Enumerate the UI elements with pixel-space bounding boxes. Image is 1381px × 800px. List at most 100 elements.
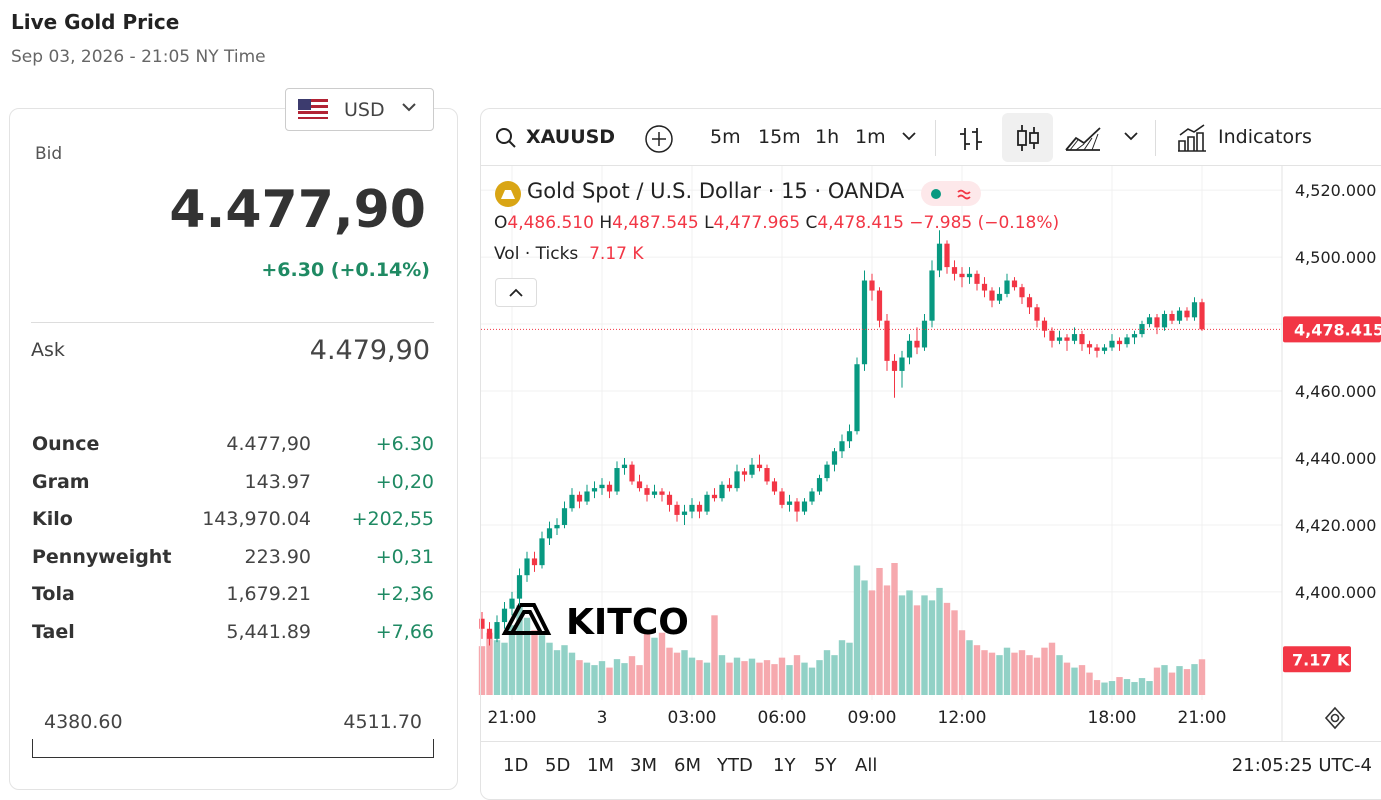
volume-bar (666, 647, 673, 695)
page-title: Live Gold Price (11, 10, 180, 34)
volume-bar (883, 585, 891, 695)
volume-bar (876, 567, 883, 695)
volume-bar (636, 665, 643, 695)
candle-body (989, 290, 995, 301)
volume-bar (486, 632, 493, 695)
range-button[interactable]: 5Y (814, 755, 837, 776)
ohlc: O4,486.510 H4,487.545 L4,477.965 C4,478.… (494, 213, 1059, 233)
candle-body (749, 464, 755, 475)
candle-body (756, 464, 763, 469)
range-button[interactable]: 3M (630, 755, 657, 776)
candle-body (1116, 340, 1123, 345)
candle-body (1154, 317, 1160, 328)
candle-body (1086, 344, 1093, 348)
y-tick-label: 4,460.000 (1295, 382, 1376, 401)
candle-body (944, 243, 950, 268)
candle-body (666, 494, 673, 505)
range-button[interactable]: 6M (674, 755, 701, 776)
volume-bar (1078, 665, 1086, 695)
candle-body (509, 598, 515, 609)
bars-icon[interactable] (955, 124, 987, 154)
candle-body (711, 494, 718, 499)
volume-bar (1198, 659, 1206, 695)
chart-card (480, 108, 1381, 800)
volume-bar (981, 650, 988, 695)
range-button[interactable]: 1D (503, 755, 529, 776)
candle-body (689, 504, 695, 512)
area-icon[interactable] (1064, 124, 1104, 154)
range-button[interactable]: 1Y (773, 755, 796, 776)
candle-body (959, 273, 965, 278)
unit-change: +0,31 (375, 545, 434, 568)
unit-name: Tola (32, 583, 75, 606)
value: 7.17 K (589, 244, 644, 264)
indicators-icon[interactable] (1176, 123, 1208, 153)
volume-bar (1056, 655, 1063, 695)
candle-body (981, 283, 988, 291)
volume-bar (523, 617, 531, 695)
chevron[interactable] (901, 131, 917, 143)
volume-bar (1131, 682, 1138, 695)
candle-body (824, 464, 830, 479)
candle-body (1094, 347, 1100, 351)
volume-bar (823, 650, 831, 695)
label: H (599, 213, 613, 233)
candle-body (899, 357, 905, 371)
volume-bar (583, 662, 591, 695)
volume-bar (958, 630, 966, 695)
volume-bar (951, 610, 958, 695)
range-button[interactable]: 5D (545, 755, 571, 776)
volume-bar (508, 625, 516, 695)
currency-select[interactable]: USD (285, 88, 434, 131)
candle-body (1131, 334, 1138, 338)
label: C (805, 213, 818, 233)
status-icons (931, 189, 971, 200)
volume-bar (516, 605, 523, 695)
candle-body (1169, 313, 1175, 321)
bid-change: +6.30 (+0.14%) (261, 259, 430, 281)
candles-icon (1017, 125, 1039, 151)
value: 4,478.415 (817, 213, 904, 233)
volume-bar (1116, 677, 1123, 695)
interval[interactable]: 1h (815, 126, 840, 148)
add-icon[interactable] (644, 124, 674, 154)
candle-body (546, 528, 553, 539)
indicators[interactable]: Indicators (1218, 126, 1312, 148)
volume-bar (1153, 667, 1161, 695)
volume-bar (688, 657, 696, 695)
range-button[interactable]: YTD (717, 755, 753, 776)
volume-bar (943, 602, 951, 695)
symbol[interactable]: XAUUSD (526, 126, 616, 148)
range-button[interactable]: 1M (587, 755, 614, 776)
interval[interactable]: 1m (855, 126, 886, 148)
chevron[interactable] (1123, 131, 1139, 143)
volume-bar (928, 600, 936, 695)
candles-button[interactable] (1002, 113, 1053, 162)
interval[interactable]: 5m (710, 126, 741, 148)
volume-bar (756, 662, 763, 695)
candle-body (914, 340, 920, 348)
candle-body (786, 501, 793, 505)
volume-bar (606, 667, 613, 695)
volume-bar (913, 605, 921, 695)
volume-bar (493, 640, 501, 695)
volume-bar (591, 665, 598, 695)
status-pill[interactable] (921, 181, 981, 206)
collapse-button[interactable] (495, 278, 537, 307)
label: Vol · Ticks (494, 244, 579, 264)
interval[interactable]: 15m (758, 126, 801, 148)
settings-icon[interactable] (1322, 705, 1348, 731)
last-volume-label: 7.17 K (1292, 650, 1350, 669)
y-tick-label: 4,420.000 (1295, 516, 1376, 535)
x-tick-label: 06:00 (758, 708, 807, 728)
unit-change: +2,36 (375, 583, 434, 606)
volume-bar (1168, 672, 1176, 695)
unit-change: +0,20 (375, 470, 434, 493)
candle-body (816, 478, 823, 492)
search-icon[interactable] (495, 127, 517, 149)
candle-body (794, 501, 800, 512)
volume-bar (718, 655, 726, 695)
volume-bar (576, 660, 583, 695)
volume-bar (816, 660, 823, 695)
range-button[interactable]: All (855, 755, 878, 776)
